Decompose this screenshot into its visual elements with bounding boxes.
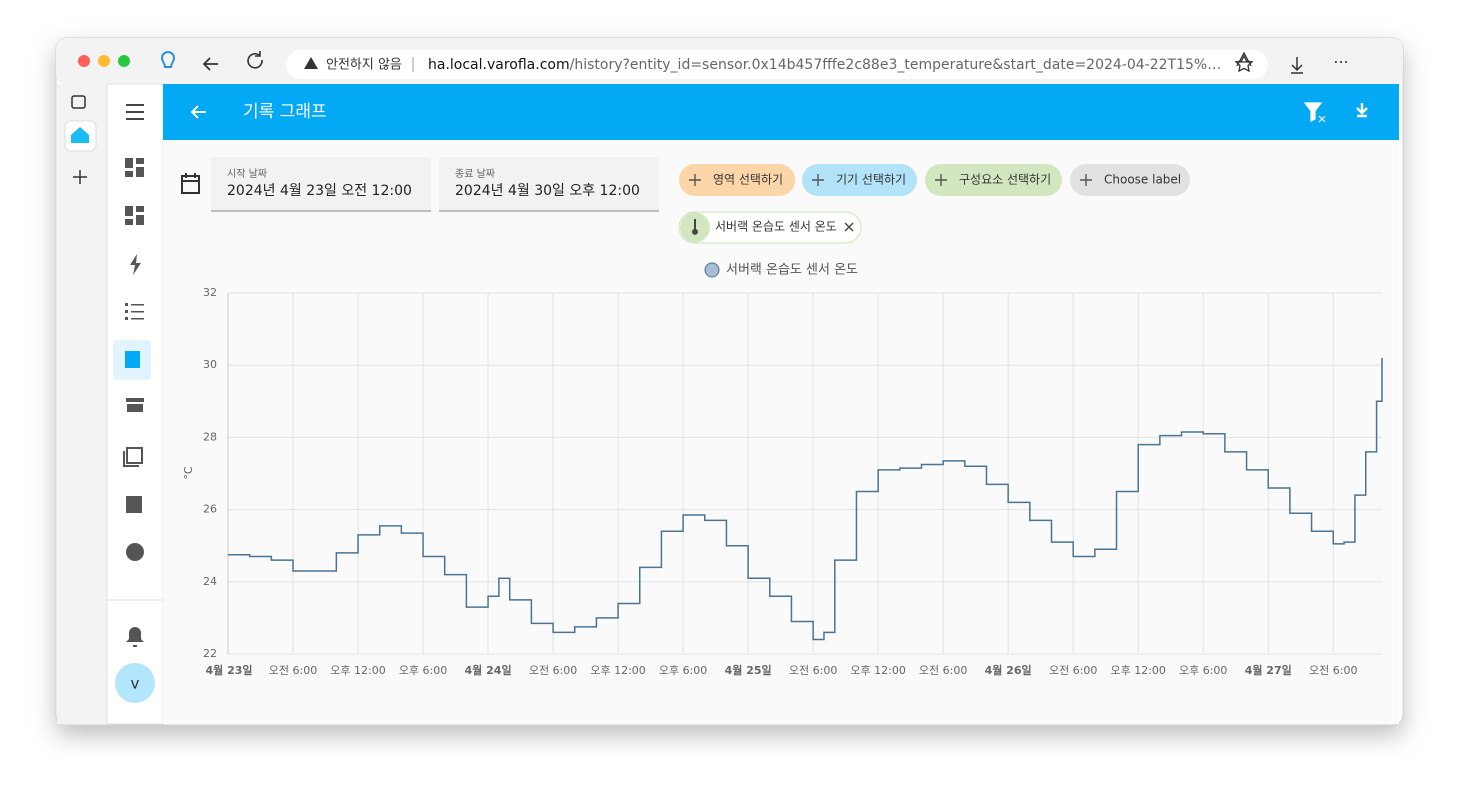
x-tick-label: 4월 27일	[1245, 663, 1292, 677]
new-tab[interactable]	[73, 170, 87, 184]
menu-toggle[interactable]	[126, 104, 144, 120]
security-text: 안전하지 않음	[326, 58, 402, 73]
legend-swatch	[704, 262, 720, 278]
y-tick-label: 24	[203, 575, 217, 588]
y-tick-label: 22	[203, 647, 217, 660]
end-field[interactable]	[439, 157, 659, 212]
x-tick-label: 오후 6:00	[399, 664, 447, 677]
x-tick-label: 오전 6:00	[269, 664, 317, 677]
x-tick-label: 오전 6:00	[1309, 664, 1357, 677]
chip-label: Choose label	[1104, 173, 1181, 187]
x-tick-label: 오후 12:00	[590, 664, 645, 677]
back-button[interactable]	[202, 57, 218, 71]
header-title: 기록 그래프	[243, 102, 327, 122]
x-tick-label: 오후 12:00	[1110, 664, 1165, 677]
header-back[interactable]	[190, 105, 206, 119]
reload-button[interactable]	[247, 51, 263, 69]
ha-favicon	[71, 127, 89, 143]
start-value: 2024년 4월 23일 오전 12:00	[227, 183, 412, 199]
y-tick-label: 30	[203, 358, 217, 371]
chip-label: 영역 선택하기	[713, 173, 783, 187]
y-tick-label: 26	[203, 503, 217, 516]
x-tick-label: 4월 24일	[465, 663, 512, 677]
end-value: 2024년 4월 30일 오후 12:00	[455, 183, 640, 199]
history	[125, 351, 140, 368]
app-header	[163, 84, 1399, 140]
media[interactable]	[123, 447, 143, 467]
chip-label: 기기 선택하기	[836, 173, 906, 187]
area-chip[interactable]	[679, 164, 795, 196]
downloads[interactable]	[1291, 57, 1303, 74]
overview[interactable]	[125, 158, 144, 177]
selected-chip	[678, 211, 862, 244]
calendar-icon	[181, 173, 200, 194]
logbook[interactable]	[125, 303, 144, 320]
label-chip[interactable]	[1070, 164, 1190, 196]
x-tick-label: 오후 6:00	[1179, 664, 1227, 677]
tab-strip	[57, 84, 107, 724]
sidebar-icons	[113, 158, 151, 647]
warning-icon	[304, 57, 318, 69]
x-tick-label: 4월 23일	[205, 663, 252, 677]
x-tick-label: 오전 6:00	[1049, 664, 1097, 677]
x-tick-label: 4월 26일	[985, 663, 1032, 677]
copilot-icon[interactable]	[160, 51, 176, 68]
menu[interactable]: ···	[1333, 53, 1348, 72]
chart: 22 24 26 28 30 32 4월 23일 오전 6:00 오후 12:00 오후 6:00…	[182, 262, 1383, 677]
zoom[interactable]	[118, 55, 130, 67]
x-tick-label: 오전 6:00	[789, 664, 837, 677]
line	[228, 357, 1383, 641]
address-bar[interactable]	[286, 50, 1268, 79]
url-host: ha.local.varofla.com/history?entity_id=s…	[428, 57, 1221, 73]
favorite[interactable]	[1234, 54, 1254, 73]
tab-actions[interactable]	[71, 95, 86, 109]
x-tick-label: 오후 12:00	[850, 664, 905, 677]
remove-chip[interactable]	[844, 222, 854, 232]
x-tick-label: 오전 6:00	[529, 664, 577, 677]
x-tick-label: 4월 25일	[725, 663, 772, 677]
minimize[interactable]	[98, 55, 110, 67]
notifications[interactable]	[126, 627, 144, 647]
url-path: /history?entity_id=sensor.0x14b457fffe2c…	[570, 57, 1222, 73]
start-field[interactable]	[211, 157, 431, 212]
thermometer-icon	[692, 219, 698, 235]
zigbee[interactable]	[126, 543, 144, 561]
selected-label: 서버랙 온습도 센서 온도	[715, 220, 837, 234]
y-axis-label: °C	[182, 466, 195, 480]
plus-icons	[689, 174, 1092, 186]
end-label: 종료 날짜	[455, 168, 495, 180]
x-tick-label: 오후 12:00	[330, 664, 385, 677]
energy[interactable]	[130, 254, 141, 275]
y-tick-label: 28	[203, 430, 217, 443]
avatar-letter: v	[131, 675, 140, 693]
avatar[interactable]	[115, 663, 155, 703]
download[interactable]	[1356, 103, 1368, 118]
device-chip[interactable]	[802, 164, 917, 196]
close[interactable]	[78, 55, 90, 67]
dashboard[interactable]	[125, 206, 144, 225]
start-label: 시작 날짜	[227, 168, 267, 180]
todo[interactable]	[126, 496, 142, 513]
y-tick-label: 32	[203, 286, 217, 299]
clear-filter[interactable]	[1303, 102, 1326, 123]
x-tick-label: 오전 6:00	[919, 664, 967, 677]
url-host: ha.local.varofla.com	[428, 57, 570, 73]
chip-label: 구성요소 선택하기	[959, 173, 1051, 187]
legend-label: 서버랙 온습도 센서 온도	[726, 263, 858, 278]
x-tick-label: 오후 6:00	[659, 664, 707, 677]
entity-chip[interactable]	[925, 164, 1062, 196]
hacs[interactable]	[126, 398, 144, 412]
